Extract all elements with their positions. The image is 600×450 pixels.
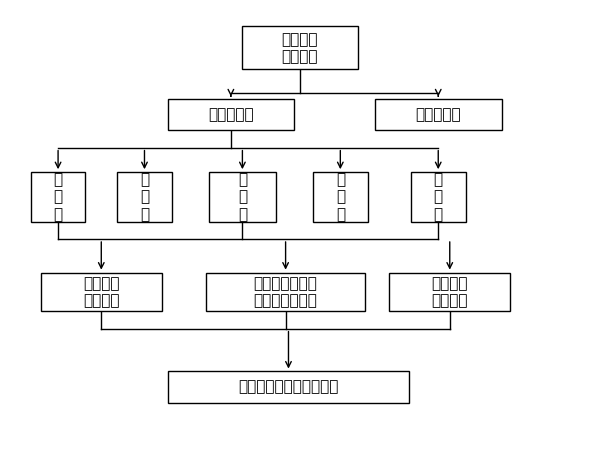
Text: 投入品的
质量监控: 投入品的 质量监控	[83, 276, 119, 308]
Text: 质量监控部: 质量监控部	[208, 108, 254, 122]
Text: 实现施工全过程质量监控: 实现施工全过程质量监控	[238, 379, 338, 395]
FancyBboxPatch shape	[242, 26, 358, 69]
FancyBboxPatch shape	[313, 172, 368, 222]
Text: 施工工艺、施工
过程的质量监控: 施工工艺、施工 过程的质量监控	[254, 276, 317, 308]
FancyBboxPatch shape	[31, 172, 85, 222]
Text: 测
放
组: 测 放 组	[238, 172, 247, 222]
FancyBboxPatch shape	[411, 172, 466, 222]
FancyBboxPatch shape	[375, 99, 502, 130]
FancyBboxPatch shape	[167, 99, 294, 130]
FancyBboxPatch shape	[209, 172, 275, 222]
FancyBboxPatch shape	[41, 273, 162, 311]
Text: 工程技术部: 工程技术部	[415, 108, 461, 122]
Text: 试
验
组: 试 验 组	[434, 172, 443, 222]
Text: 桥
梁
组: 桥 梁 组	[53, 172, 62, 222]
Text: 电
气
组: 电 气 组	[140, 172, 149, 222]
FancyBboxPatch shape	[206, 273, 365, 311]
FancyBboxPatch shape	[389, 273, 510, 311]
FancyBboxPatch shape	[117, 172, 172, 222]
Text: 项目经理
总工程师: 项目经理 总工程师	[282, 32, 318, 64]
FancyBboxPatch shape	[167, 371, 409, 403]
Text: 材
料
组: 材 料 组	[336, 172, 345, 222]
Text: 产出品的
质量监控: 产出品的 质量监控	[431, 276, 468, 308]
